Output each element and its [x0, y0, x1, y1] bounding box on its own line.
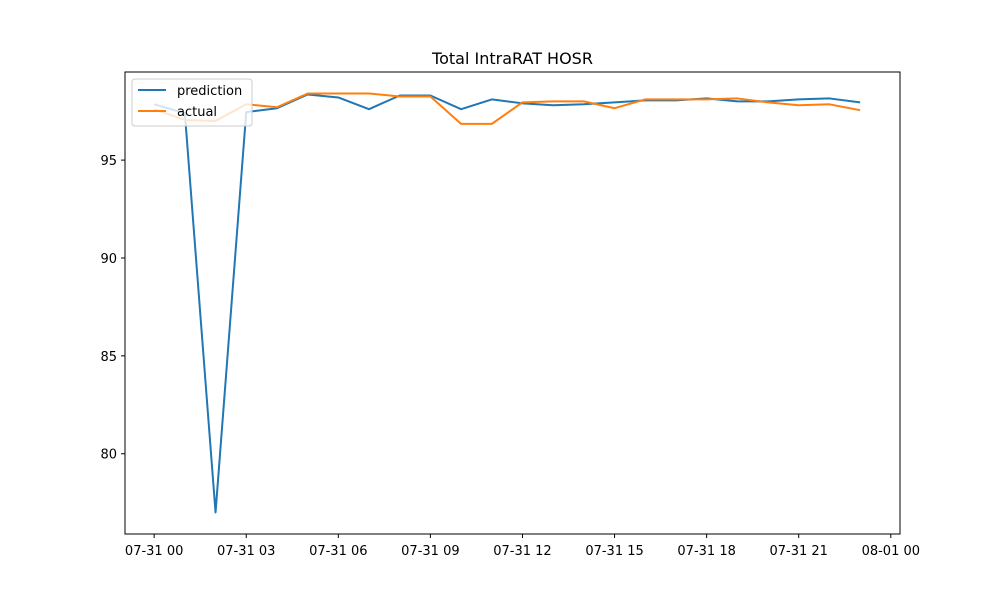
x-tick-label: 08-01 00 — [862, 544, 920, 559]
y-tick-label: 90 — [100, 252, 117, 267]
legend: prediction actual — [131, 78, 253, 127]
x-tick-label: 07-31 12 — [493, 544, 551, 559]
plot-frame — [124, 71, 901, 535]
series-line-prediction — [153, 93, 861, 514]
legend-label-actual: actual — [177, 105, 217, 120]
y-axis: 80 85 90 95 — [100, 154, 125, 463]
x-tick-label: 07-31 03 — [217, 544, 275, 559]
plot-area — [153, 92, 861, 514]
legend-label-prediction: prediction — [177, 84, 242, 99]
x-axis: 07-31 00 07-31 03 07-31 06 07-31 09 07-31 12… — [125, 534, 920, 559]
x-tick-label: 07-31 09 — [401, 544, 459, 559]
y-tick-label: 85 — [100, 350, 117, 365]
x-tick-label: 07-31 06 — [309, 544, 367, 559]
series-line-actual — [153, 92, 861, 125]
x-tick-label: 07-31 18 — [677, 544, 735, 559]
x-tick-label: 07-31 15 — [585, 544, 643, 559]
y-tick-label: 95 — [100, 154, 117, 169]
x-tick-label: 07-31 21 — [769, 544, 827, 559]
chart-title: Total IntraRAT HOSR — [431, 49, 593, 68]
x-tick-label: 07-31 00 — [125, 544, 183, 559]
y-tick-label: 80 — [100, 448, 117, 463]
